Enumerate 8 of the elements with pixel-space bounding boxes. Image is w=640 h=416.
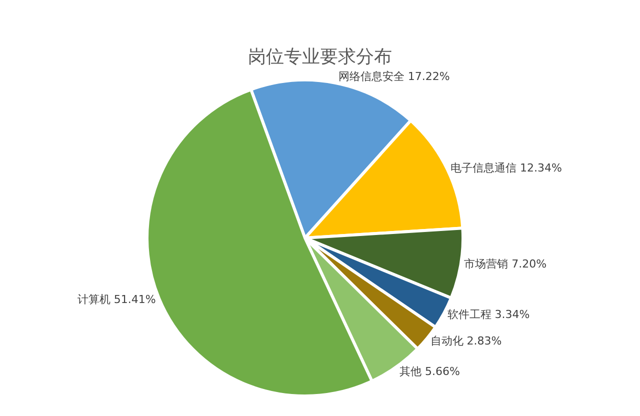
slice-label: 其他 5.66% <box>399 364 460 378</box>
slice-label: 电子信息通信 12.34% <box>450 162 562 175</box>
slice-label: 网络信息安全 17.22% <box>338 70 450 84</box>
slice-label: 软件工程 3.34% <box>447 308 530 321</box>
chart-title: 岗位专业要求分布 <box>248 46 392 68</box>
slice-label: 市场营销 7.20% <box>464 257 547 270</box>
slice-label: 自动化 2.83% <box>430 334 502 348</box>
slice-label: 计算机 51.41% <box>77 293 156 306</box>
